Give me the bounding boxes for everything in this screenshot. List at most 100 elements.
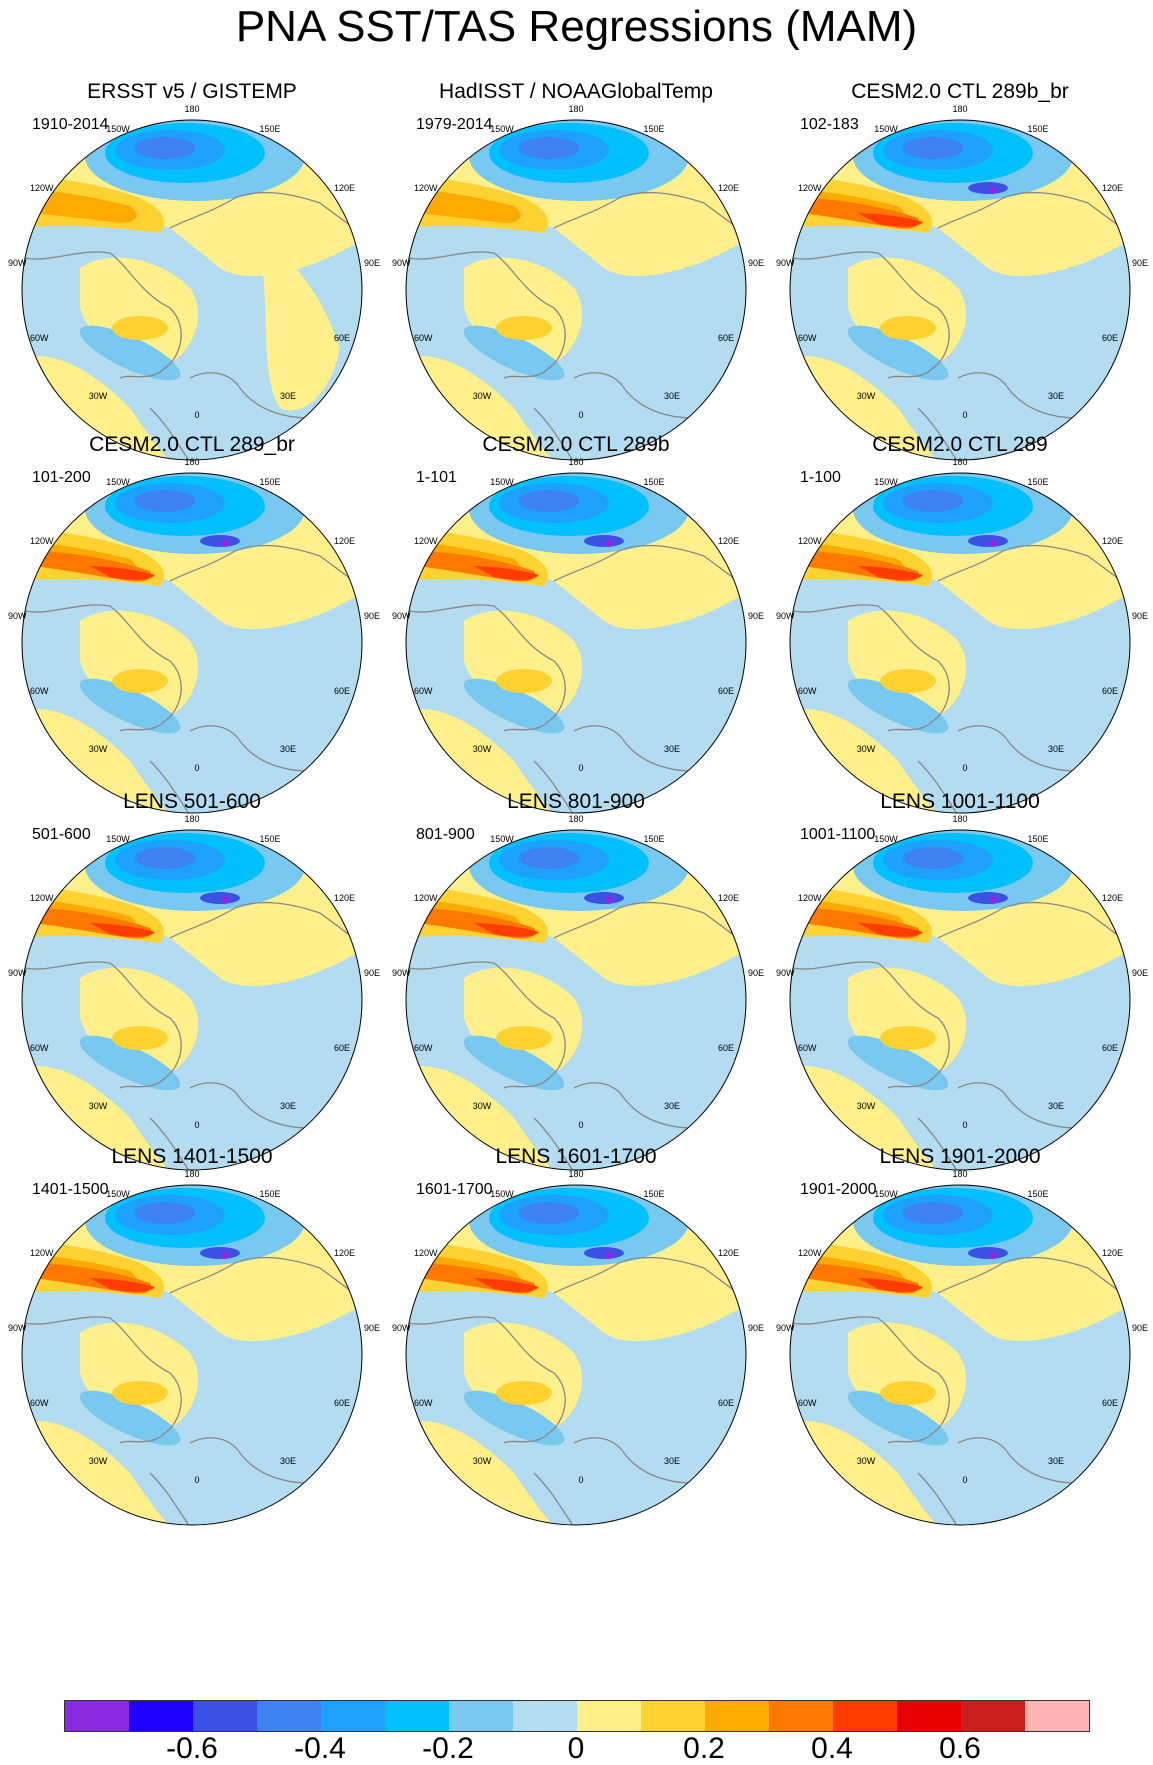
longitude-label: 150E bbox=[259, 477, 281, 487]
longitude-label: 60E bbox=[334, 1398, 351, 1408]
asia-coast-peak-region bbox=[605, 539, 613, 547]
longitude-label: 120E bbox=[334, 1248, 356, 1258]
longitude-label: 150W bbox=[874, 477, 898, 487]
pacific-cold-core-region bbox=[135, 137, 195, 159]
longitude-label: 90E bbox=[1132, 968, 1149, 978]
longitude-label: 0 bbox=[578, 1120, 584, 1130]
longitude-label: 120E bbox=[1102, 183, 1124, 193]
longitude-label: 150E bbox=[643, 834, 665, 844]
longitude-label: 180 bbox=[184, 814, 200, 824]
atlantic-warm-region bbox=[880, 669, 936, 693]
longitude-label: 180 bbox=[568, 814, 584, 824]
asia-coastline bbox=[169, 191, 362, 239]
longitude-label: 90E bbox=[1132, 611, 1149, 621]
longitude-label: 30E bbox=[1047, 1456, 1065, 1466]
atlantic-cold-region bbox=[79, 1390, 181, 1446]
atlantic-warm-region bbox=[880, 1381, 936, 1405]
pacific-cold-core-region bbox=[519, 1202, 579, 1224]
longitude-label: 0 bbox=[194, 1120, 200, 1130]
alaska-peak-region bbox=[90, 566, 155, 580]
atlantic-cold-region bbox=[847, 678, 949, 734]
longitude-label: 120W bbox=[414, 183, 438, 193]
alaska-peak-region bbox=[858, 1278, 923, 1292]
panel-years: 1-100 bbox=[800, 469, 841, 486]
asia-coast-peak-region bbox=[989, 539, 997, 547]
asia-coast-peak-region bbox=[605, 1251, 613, 1259]
map-boundary-circle bbox=[405, 1184, 747, 1526]
longitude-label: 30W bbox=[472, 744, 492, 754]
north-america-coastline bbox=[24, 251, 182, 379]
panel-years: 1401-1500 bbox=[32, 1181, 109, 1198]
alaska-peak-region bbox=[474, 566, 539, 580]
asia-coastline bbox=[169, 1256, 362, 1304]
north-america-coastline bbox=[24, 604, 182, 732]
longitude-label: 180 bbox=[952, 1169, 968, 1179]
asia-coast-peak-region bbox=[989, 1251, 997, 1259]
longitude-label: 150E bbox=[643, 124, 665, 134]
asia-coast-peak-region bbox=[221, 896, 229, 904]
map-panel: CESM2.0 CTL 289b_br 102-183 180 150W 150E 120… bbox=[768, 0, 1152, 461]
panel-years: 1979-2014 bbox=[416, 116, 493, 133]
north-america-coastline bbox=[24, 1316, 182, 1444]
longitude-label: 150E bbox=[259, 834, 281, 844]
longitude-label: 90E bbox=[364, 1323, 381, 1333]
longitude-label: 180 bbox=[952, 814, 968, 824]
colorbar-swatch bbox=[193, 1701, 257, 1731]
colorbar-swatch bbox=[897, 1701, 961, 1731]
atlantic-cold-region bbox=[463, 678, 565, 734]
longitude-label: 120E bbox=[718, 183, 740, 193]
polar-map bbox=[405, 829, 747, 1171]
asia-coast-cold-region bbox=[200, 535, 240, 547]
north-america-coastline bbox=[792, 961, 950, 1089]
longitude-label: 30E bbox=[663, 744, 681, 754]
map-panel: ERSST v5 / GISTEMP 1910-2014 180 150W 150E 12… bbox=[0, 0, 384, 461]
map-boundary-circle bbox=[789, 829, 1131, 1171]
africa-coastline bbox=[149, 760, 191, 813]
asia-coastline bbox=[553, 1256, 746, 1304]
atlantic-warm-region bbox=[496, 669, 552, 693]
atlantic-warm-region bbox=[112, 1381, 168, 1405]
longitude-label: 180 bbox=[184, 1169, 200, 1179]
polar-map bbox=[21, 1184, 363, 1526]
asia-coastline bbox=[169, 544, 362, 592]
longitude-label: 120W bbox=[30, 536, 54, 546]
colorbar-swatch bbox=[769, 1701, 833, 1731]
longitude-label: 30E bbox=[279, 744, 297, 754]
panel-title: LENS 1001-1100 bbox=[880, 790, 1040, 813]
panel-title: LENS 1401-1500 bbox=[111, 1145, 273, 1168]
asia-coast-cold-region bbox=[584, 1247, 624, 1259]
colorbar-swatch bbox=[129, 1701, 193, 1731]
longitude-label: 90E bbox=[1132, 1323, 1149, 1333]
africa-coastline bbox=[533, 760, 575, 813]
longitude-label: 0 bbox=[962, 1475, 968, 1485]
longitude-label: 30E bbox=[1047, 744, 1065, 754]
africa-coastline bbox=[533, 1117, 575, 1170]
longitude-label: 30E bbox=[663, 391, 681, 401]
atlantic-cold-region bbox=[847, 1390, 949, 1446]
pacific-cold-core-region bbox=[903, 490, 963, 512]
colorbar-swatch bbox=[513, 1701, 577, 1731]
colorbar-swatch bbox=[1025, 1701, 1089, 1731]
longitude-label: 150E bbox=[259, 124, 281, 134]
longitude-label: 180 bbox=[568, 457, 584, 467]
longitude-label: 90E bbox=[748, 968, 765, 978]
polar-map bbox=[789, 119, 1131, 461]
atlantic-cold-region bbox=[79, 325, 181, 381]
polar-map bbox=[21, 472, 363, 814]
longitude-label: 0 bbox=[578, 1475, 584, 1485]
polar-map bbox=[789, 1184, 1131, 1526]
longitude-label: 60W bbox=[414, 1398, 433, 1408]
longitude-label: 0 bbox=[578, 410, 584, 420]
longitude-label: 120W bbox=[414, 536, 438, 546]
panel-years: 1910-2014 bbox=[32, 116, 109, 133]
longitude-label: 180 bbox=[184, 104, 200, 114]
colorbar-tick-label: -0.2 bbox=[422, 1732, 474, 1765]
longitude-label: 30W bbox=[472, 1101, 492, 1111]
asia-coast-cold-region bbox=[968, 1247, 1008, 1259]
map-boundary-circle bbox=[21, 829, 363, 1171]
map-boundary-circle bbox=[21, 1184, 363, 1526]
atlantic-warm-region bbox=[112, 669, 168, 693]
longitude-label: 90W bbox=[776, 258, 795, 268]
longitude-label: 120E bbox=[718, 536, 740, 546]
panel-years: 1901-2000 bbox=[800, 1181, 877, 1198]
